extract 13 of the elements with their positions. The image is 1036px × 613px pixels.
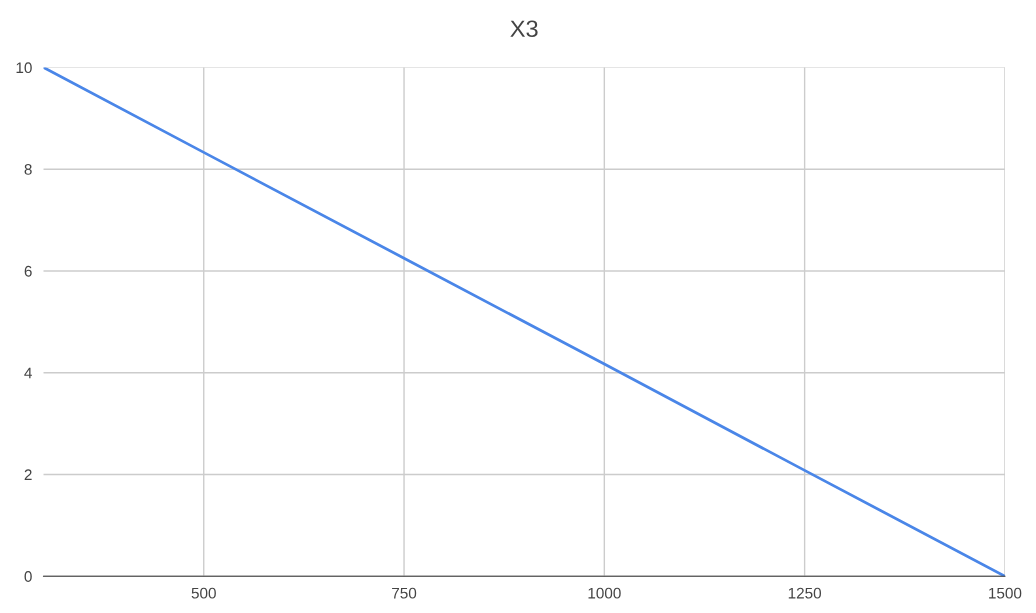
chart-title: X3 — [510, 20, 538, 38]
x-tick-label: 750 — [392, 587, 417, 599]
x-tick-label: 1250 — [788, 587, 822, 599]
y-tick-label: 10 — [16, 62, 32, 74]
line-series — [43, 67, 1005, 577]
y-tick-label: 0 — [24, 571, 32, 582]
y-tick-label: 8 — [24, 164, 32, 175]
y-tick-label: 6 — [24, 265, 32, 277]
x-tick-label: 1500 — [989, 587, 1022, 599]
y-tick-label: 4 — [24, 367, 32, 379]
x-tick-label: 1000 — [588, 587, 621, 599]
y-tick-label: 2 — [24, 469, 32, 480]
x-tick-label: 500 — [191, 587, 216, 599]
